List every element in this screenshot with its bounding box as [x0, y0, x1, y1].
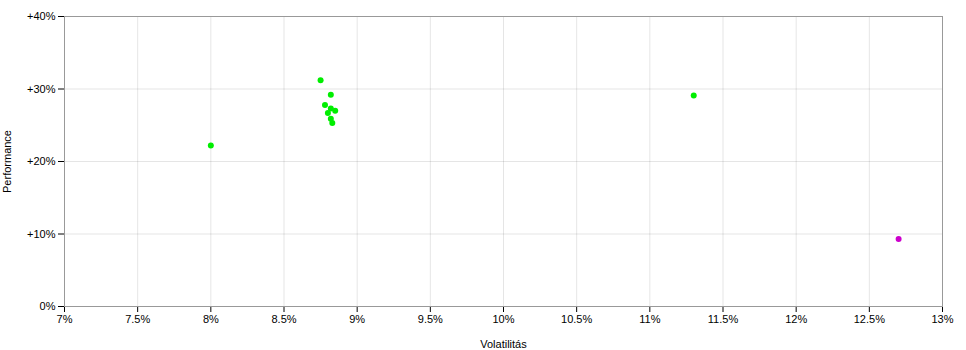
svg-text:8.5%: 8.5%: [271, 313, 296, 325]
svg-text:7%: 7%: [57, 313, 73, 325]
svg-text:Performance: Performance: [1, 130, 13, 193]
svg-text:12.5%: 12.5%: [854, 313, 885, 325]
svg-text:Volatilitás: Volatilitás: [480, 338, 527, 350]
svg-text:10.5%: 10.5%: [561, 313, 592, 325]
svg-text:13%: 13%: [931, 313, 953, 325]
svg-text:+20%: +20%: [27, 155, 56, 167]
svg-text:+10%: +10%: [27, 228, 56, 240]
svg-text:0%: 0%: [40, 300, 56, 312]
svg-text:+40%: +40%: [27, 10, 56, 22]
svg-text:11.5%: 11.5%: [708, 313, 739, 325]
svg-text:9%: 9%: [349, 313, 365, 325]
svg-text:12%: 12%: [785, 313, 807, 325]
svg-text:+30%: +30%: [27, 83, 56, 95]
svg-text:9.5%: 9.5%: [418, 313, 443, 325]
svg-text:10%: 10%: [492, 313, 514, 325]
svg-text:7.5%: 7.5%: [125, 313, 150, 325]
svg-text:11%: 11%: [639, 313, 660, 325]
svg-text:8%: 8%: [203, 313, 219, 325]
